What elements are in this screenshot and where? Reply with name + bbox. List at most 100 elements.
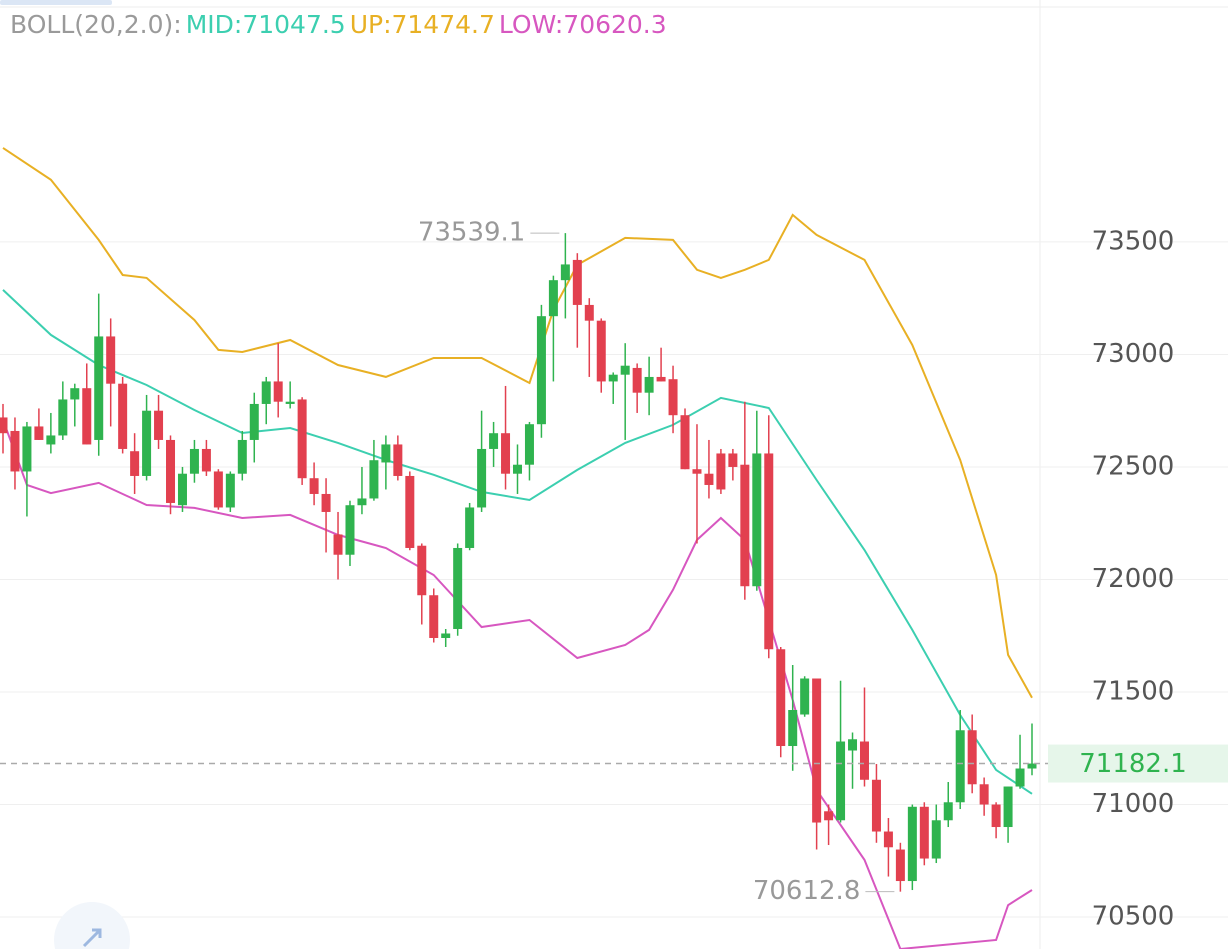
candle-body [333,534,343,555]
candle-body [82,388,92,445]
candle-body [10,430,20,472]
candle-body [357,498,367,506]
candle-body [800,678,810,715]
candle-body [644,376,654,393]
candle-body [632,367,642,393]
candle-body [225,473,235,508]
indicator-value: MID:71047.5 [185,10,346,39]
candle-body [285,401,295,404]
candle-body [34,426,44,440]
candle-body [166,439,176,503]
candle-body [249,403,259,440]
candle-body [871,779,881,832]
y-tick-label: 70500 [1092,902,1175,932]
low-marker-label: 70612.8 [753,876,861,906]
candle-body [620,365,630,375]
candle-body [405,475,415,548]
zoom-button[interactable] [54,902,130,949]
candle-body [716,453,726,490]
candle-body [513,464,522,474]
candle-body [321,493,331,512]
y-tick-label: 71500 [1092,677,1175,707]
candle-body [1015,768,1025,787]
candle-body [309,478,319,494]
candle-body [740,464,750,587]
candle-body [668,379,678,416]
candle-body [967,730,977,785]
candle-body [369,460,379,499]
candles [0,233,1037,892]
candle-body [489,433,499,449]
candle-body [788,710,798,747]
candle-body [979,784,989,805]
grid: 70500 71000 71500 72000 72500 73000 73500 [0,226,1228,932]
candle-body [608,374,618,382]
candle-body [201,448,211,472]
zoom-icon [82,928,102,948]
candle-body [94,336,104,440]
candle-body [895,849,905,882]
candle-body [0,417,8,434]
bollinger-band [2,289,1033,795]
candle-body [417,545,427,596]
y-tick-label: 72000 [1092,564,1175,594]
candle-body [704,473,714,485]
candle-body [154,410,164,440]
candle-body [692,469,702,474]
candle-body [130,451,140,476]
candle-body [273,381,283,402]
candle-body [752,453,762,587]
candle-body [237,439,247,474]
y-tick-label: 73500 [1092,226,1175,256]
candle-body [812,678,822,823]
candle-body [836,741,846,821]
candle-body [118,383,128,449]
candle-body [859,741,869,780]
candle-body [142,410,152,476]
last-price-label: 71182.1 [1079,749,1187,779]
candle-body [548,280,558,317]
candle-body [524,424,534,465]
candle-body [1027,763,1037,769]
candle-body [883,831,893,848]
candle-body [596,320,606,382]
indicator-value: UP:71474.7 [349,10,495,39]
y-tick-label: 73000 [1092,339,1175,369]
y-tick-label: 72500 [1092,451,1175,481]
candle-body [955,730,965,803]
candle-body [429,595,439,638]
candle-body [943,802,953,821]
candle-body [584,304,594,321]
candle-body [177,473,187,506]
candle-body [453,547,463,629]
candle-body [931,820,941,859]
candle-body [381,444,391,463]
last-price-box [1048,744,1228,783]
candle-body [656,376,666,382]
candle-body [572,259,582,305]
candle-body [70,388,80,400]
candle-body [261,381,271,404]
bollinger-band [2,419,1033,949]
candle-body [680,415,690,470]
candle-body [824,811,834,821]
candle-body [848,739,858,751]
annotations: 73539.1 70612.8 71182.1 [0,218,1228,906]
candle-body [919,806,929,859]
candle-body [46,435,56,445]
candle-body [776,649,786,747]
candle-body [477,448,487,508]
candle-body [501,433,511,474]
candle-body [297,399,307,479]
indicator-header: BOLL(20,2.0): MID:71047.5 UP:71474.7 LOW:70… [10,10,671,39]
candle-body [393,444,403,476]
candle-body [22,426,32,472]
candle-body [728,453,738,467]
high-marker-label: 73539.1 [418,218,526,248]
candle-body [106,336,116,384]
tab-indicator [0,0,112,5]
candle-body [907,806,917,882]
candle-body [189,448,199,474]
indicator-value: LOW:70620.3 [498,10,667,39]
